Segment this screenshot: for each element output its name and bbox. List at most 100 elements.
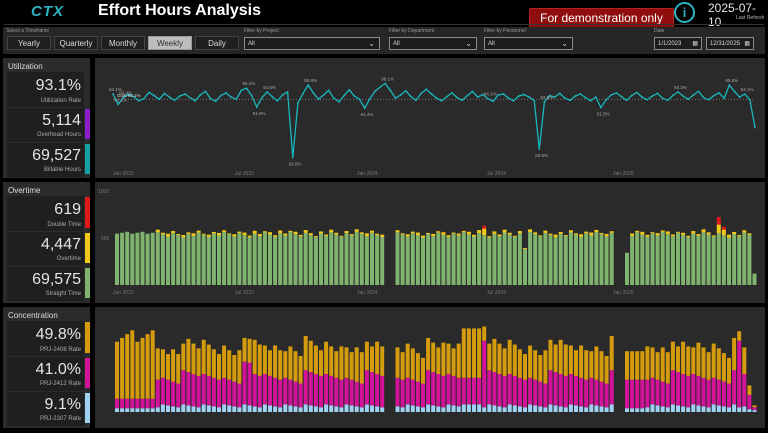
concentration-bar-segment <box>421 357 425 384</box>
overtime-bar-segment <box>665 234 670 285</box>
overtime-bar-segment <box>171 233 176 285</box>
utilization-point <box>492 100 494 103</box>
overtime-bar-segment <box>232 236 237 285</box>
overtime-bar-segment <box>528 232 533 285</box>
overtime-stacked-bar-chart[interactable]: 1000 500 Jan 2023 Jul 2023 Jan 2024 Jul 2024 J… <box>95 182 765 303</box>
utilization-point <box>127 93 130 96</box>
concentration-stacked-bar-chart[interactable] <box>95 307 765 428</box>
overtime-bar-segment <box>716 216 721 225</box>
concentration-bar-segment <box>533 350 538 380</box>
overtime-bar-segment <box>426 232 431 234</box>
concentration-bar-segment <box>410 405 415 412</box>
timeframe-quarterly-button[interactable]: Quarterly <box>54 36 98 50</box>
concentration-bar-segment <box>324 404 329 412</box>
concentration-bar-segment <box>640 408 645 412</box>
double-time-color-indicator <box>85 197 90 228</box>
project-filter-dropdown[interactable]: All ⌄ <box>244 37 380 50</box>
overtime-bar-segment <box>196 230 201 233</box>
overtime-bar-segment <box>589 235 594 285</box>
start-date-input[interactable]: 1/1/2023 ▦ <box>654 37 702 50</box>
calendar-icon[interactable]: ▦ <box>692 41 698 47</box>
overtime-bar-segment <box>293 231 298 235</box>
utilization-point <box>199 94 202 96</box>
timeframe-weekly-button[interactable]: Weekly <box>148 36 192 50</box>
concentration-bar-segment <box>380 375 385 408</box>
concentration-bar-segment <box>543 350 548 384</box>
end-date-input[interactable]: 12/31/2025 ▦ <box>706 37 754 50</box>
overtime-bar-segment <box>349 235 354 285</box>
concentration-bar-segment <box>206 344 211 376</box>
overtime-bar-segment <box>594 231 599 285</box>
concentration-bar-segment <box>375 406 380 412</box>
department-filter-dropdown[interactable]: All ⌄ <box>389 37 477 50</box>
concentration-bar-segment <box>696 342 701 376</box>
concentration-bar-segment <box>691 374 696 405</box>
utilization-point <box>512 99 515 102</box>
timeframe-yearly-button[interactable]: Yearly <box>7 36 51 50</box>
info-icon[interactable]: i <box>674 2 695 23</box>
utilization-point <box>148 91 150 94</box>
concentration-bar-segment <box>206 375 211 406</box>
concentration-bar-segment <box>446 404 451 412</box>
utilization-point <box>363 107 366 110</box>
concentration-bar-segment <box>477 377 482 405</box>
utilization-point <box>286 90 289 93</box>
concentration-bar-segment <box>461 328 466 378</box>
concentration-bar-segment <box>716 379 721 406</box>
overtime-bar-segment <box>431 236 436 285</box>
prj-2307-color-indicator <box>85 393 90 423</box>
utilization-point <box>225 92 227 94</box>
timeframe-daily-button[interactable]: Daily <box>195 36 239 50</box>
personnel-filter-dropdown[interactable]: All ⌄ <box>484 37 573 50</box>
prj-2307-rate-label: PRJ-2307 Rate <box>39 416 81 422</box>
utilization-point <box>307 84 310 86</box>
overtime-bar-segment <box>676 231 680 233</box>
overtime-bar-segment <box>405 236 410 285</box>
concentration-bar-segment <box>257 407 262 412</box>
overtime-bar-segment <box>196 232 201 285</box>
concentration-bar-segment <box>436 374 441 407</box>
concentration-bar-segment <box>482 340 487 408</box>
concentration-bar-segment <box>650 377 655 405</box>
overtime-chart-panel: 1000 500 Jan 2023 Jul 2023 Jan 2024 Jul 2024 J… <box>95 182 765 303</box>
overtime-bar-segment <box>650 232 655 234</box>
utilization-point <box>625 99 628 102</box>
concentration-bar-segment <box>145 408 150 412</box>
overtime-bar-segment <box>604 233 609 237</box>
concentration-bar-segment <box>150 408 155 412</box>
concentration-bar-segment <box>625 379 629 409</box>
overtime-bar-segment <box>130 233 135 285</box>
calendar-icon[interactable]: ▦ <box>744 41 750 47</box>
overtime-bar-segment <box>176 234 181 236</box>
overtime-bar-segment <box>681 232 686 235</box>
overtime-bar-segment <box>415 235 420 285</box>
utilization-point <box>733 90 736 93</box>
concentration-bar-segment <box>517 406 522 412</box>
concentration-bar-segment <box>354 347 359 382</box>
concentration-bar-segment <box>696 405 701 412</box>
concentration-bar-segment <box>257 344 262 376</box>
concentration-bar-segment <box>288 346 293 380</box>
timeframe-monthly-button[interactable]: Monthly <box>101 36 145 50</box>
utilization-line-chart[interactable]: 94.1%Goal 93.1%92.1%93.4%95.2%91.6%94.5%… <box>95 58 765 178</box>
overtime-color-indicator <box>85 233 90 263</box>
concentration-bar-segment <box>640 351 645 380</box>
prj-2408-color-indicator <box>85 322 90 353</box>
prj-2408-rate-label: PRJ-2408 Rate <box>39 347 81 353</box>
concentration-bar-segment <box>130 398 135 409</box>
utilization-point <box>322 94 325 96</box>
concentration-bar-segment <box>589 351 594 378</box>
concentration-bar-segment <box>660 347 665 382</box>
concentration-bar-segment <box>502 407 507 412</box>
overtime-bar-segment <box>737 236 742 285</box>
concentration-bar-segment <box>543 383 548 408</box>
prj-2408-rate-value: 49.8% <box>35 326 81 343</box>
concentration-bar-segment <box>217 379 221 408</box>
prj-2412-rate-label: PRJ-2412 Rate <box>39 381 81 387</box>
utilization-point <box>476 96 479 99</box>
concentration-bar-segment <box>645 379 650 408</box>
overtime-bar-segment <box>344 233 349 285</box>
overtime-bar-segment <box>201 233 206 235</box>
utilization-data-label: 94.1% <box>109 87 122 92</box>
concentration-bar-segment <box>232 406 237 412</box>
